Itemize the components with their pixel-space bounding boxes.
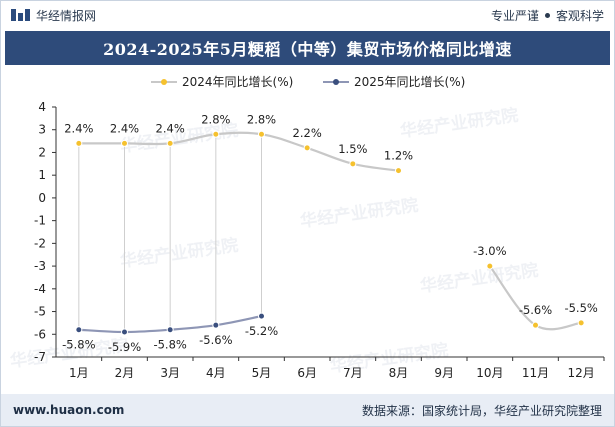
x-tick-label: 1月 [69,366,89,380]
data-point [166,139,174,147]
brand-name: 华经情报网 [36,8,97,23]
data-label: -5.8% [153,338,186,352]
y-tick-label: -3 [34,259,46,273]
data-label: 2.4% [156,121,185,135]
data-point [121,328,128,336]
y-tick-label: 3 [38,123,46,137]
y-tick-label: -7 [34,350,46,364]
data-point [212,130,220,138]
x-tick-label: 3月 [160,366,180,380]
data-label: 1.5% [338,142,367,156]
legend-item-2024: 2024年同比增长(%) [151,75,293,89]
watermark-text: 华经产业研究院 [419,260,540,297]
data-point [258,130,265,138]
watermark-text: 华经产业研究院 [119,235,240,272]
data-label: 2.8% [247,112,276,126]
footer-source: 数据来源：国家统计局，华经产业研究院整理 [361,403,602,418]
x-tick-label: 12月 [568,366,595,380]
x-tick-label: 11月 [522,366,549,380]
data-label: -5.5% [564,301,597,315]
data-point [395,167,402,175]
logo-icon [11,9,30,21]
top-bar: 华经情报网 专业严谨 客观科学 [1,1,614,29]
data-label: 2.4% [110,121,139,135]
data-point [121,139,128,147]
legend-label: 2024年同比增长(%) [182,75,293,89]
x-tick-label: 7月 [343,366,363,380]
data-label: 2.8% [201,112,230,126]
data-label: -5.8% [62,338,95,352]
tagline-right: 客观科学 [555,8,604,23]
watermark-text: 华经产业研究院 [299,195,420,232]
series-2025 [75,312,265,336]
y-tick-label: 0 [38,191,46,205]
data-point [303,144,311,152]
legend-item-2025: 2025年同比增长(%) [323,75,465,89]
x-tick-label: 6月 [297,366,317,380]
data-point [258,312,265,320]
y-tick-label: 2 [38,145,46,159]
data-label: -5.9% [108,340,141,354]
x-tick-label: 4月 [206,366,226,380]
tagline: 专业严谨 客观科学 [491,7,604,24]
data-label: -5.2% [245,324,278,338]
y-tick-label: -4 [34,282,46,296]
series [75,130,585,336]
watermark-text: 华经产业研究院 [399,105,520,142]
y-tick-label: -6 [34,327,46,341]
x-tick-label: 10月 [476,366,503,380]
x-tick-label: 5月 [252,366,272,380]
y-tick-label: 1 [38,168,46,182]
data-label: 1.2% [384,149,413,163]
data-point [75,139,83,147]
y-tick-label: -2 [34,236,46,250]
bullet-icon [544,12,550,18]
chart: 华经产业研究院 华经产业研究院华经产业研究院华经产业研究院华经产业研究院华经产业研… [9,75,605,380]
data-point [349,160,357,168]
x-tick-label: 9月 [434,366,454,380]
data-point [166,326,174,334]
legend-marker [161,79,167,85]
x-tick-label: 8月 [389,366,409,380]
legend: 2024年同比增长(%) 2025年同比增长(%) [151,75,465,89]
series-2024 [75,130,585,331]
x-tick-label: 2月 [115,366,135,380]
legend-label: 2025年同比增长(%) [354,75,465,89]
data-label: 2.4% [64,121,93,135]
y-tick-label: 4 [38,100,46,114]
data-point [486,262,494,270]
data-label: -3.0% [473,244,506,258]
title-bar: 2024-2025年5月粳稻（中等）集贸市场价格同比增速 [5,31,610,65]
data-label: 2.2% [293,126,322,140]
data-point [75,326,83,334]
data-labels: 2.4% 2.4% 2.4% 2.8% 2.8% 2.2% 1.5% 1.2% -3.0% -5.… [62,112,598,354]
footer-url[interactable]: www.huaon.com [13,403,125,417]
axes: 4 3 2 1 0 -1 -2 -3 -4 -5 -6 -7 1月 2月 3月 4月 5月 6月 7月 8月 9月 10月… [34,100,605,380]
legend-marker [333,79,339,85]
data-label: -5.6% [199,333,232,347]
data-point [212,321,220,329]
brand[interactable]: 华经情报网 [11,7,96,24]
chart-title: 2024-2025年5月粳稻（中等）集贸市场价格同比增速 [103,40,512,59]
drop-lines [78,134,262,332]
series-line [78,131,399,172]
data-point [532,321,539,329]
y-tick-label: -5 [34,305,46,319]
data-point [577,319,585,327]
footer: www.huaon.com 数据来源：国家统计局，华经产业研究院整理 [1,394,614,426]
data-label: -5.6% [519,303,552,317]
tagline-left: 专业严谨 [490,8,539,23]
y-tick-label: -1 [34,214,46,228]
